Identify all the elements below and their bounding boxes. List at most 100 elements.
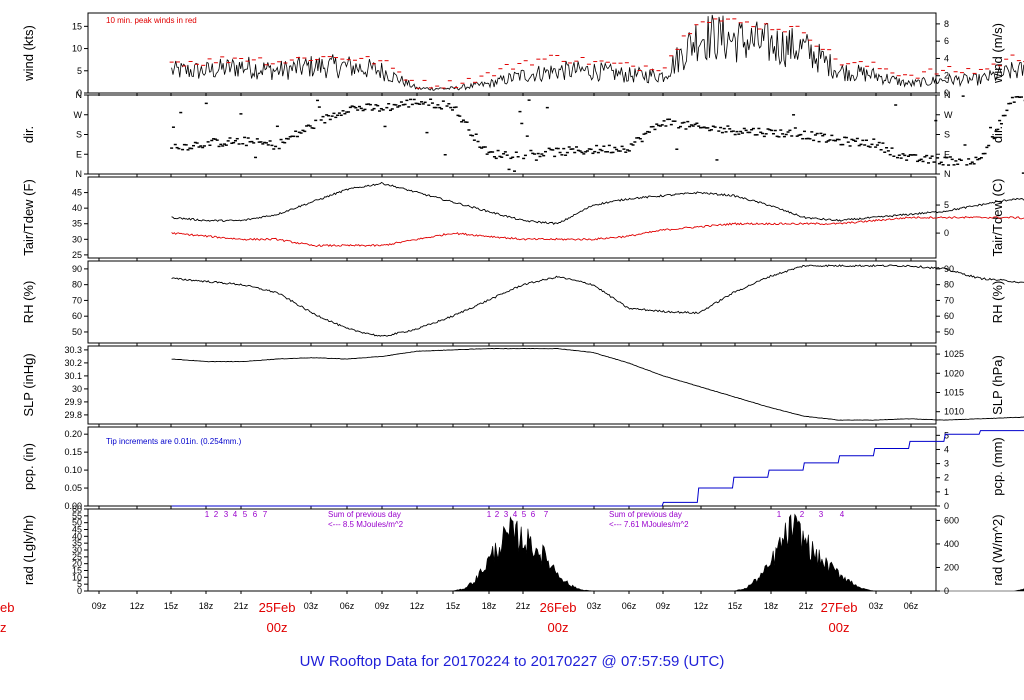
y-tick-label: 25 (72, 250, 82, 260)
y-tick-label-right: 80 (944, 280, 954, 290)
chart-title: UW Rooftop Data for 20170224 to 20170227… (300, 653, 725, 670)
panel-frame (87, 345, 937, 425)
y-tick-label: 0 (77, 88, 82, 98)
hour-marker: 5 (522, 510, 527, 519)
hour-marker: 1 (777, 510, 782, 519)
x-tick-label: 18z (199, 601, 214, 611)
y-tick-label: 0.00 (64, 501, 82, 511)
y-tick-label-right: 4 (944, 53, 949, 63)
y-tick-label: 0.10 (64, 465, 82, 475)
day-label: 26Feb (540, 600, 577, 615)
y-tick-label: 80 (72, 280, 82, 290)
rad-sum-note: Sum of previous day (328, 510, 401, 519)
hour-marker: 4 (513, 510, 518, 519)
y-tick-label-right: 0 (944, 228, 949, 238)
panel-pcp: pcp. (in) pcp. (mm) 0.00 0.05 0.10 0.15 0.20 0 1… (21, 426, 1024, 511)
y-tick-label: 5 (77, 579, 82, 589)
y-tick-label-right: 1025 (944, 349, 964, 359)
y-tick-label-right: W (944, 110, 953, 120)
y-tick-label: 20 (72, 559, 82, 569)
y-tick-label: 5 (77, 66, 82, 76)
hour-marker: 2 (214, 510, 219, 519)
y-tick-label: 40 (72, 531, 82, 541)
y-tick-label-right: 0 (944, 88, 949, 98)
y-tick-label: 25 (72, 552, 82, 562)
y-tick-label: 0.20 (64, 429, 82, 439)
edge-hour-label: z (0, 620, 7, 635)
y-tick-label-right: 200 (944, 562, 959, 572)
hour-marker: 3 (224, 510, 229, 519)
panel-frame (87, 260, 937, 344)
y-tick-label-right: 1015 (944, 387, 964, 397)
y-tick-label: 15 (72, 566, 82, 576)
y-tick-label: 30.2 (64, 358, 82, 368)
hour-marker: 2 (495, 510, 500, 519)
hour-marker: 6 (253, 510, 258, 519)
y-axis-label-right: dir. (990, 126, 1005, 143)
peak-wind-note: 10 min. peak winds in red (106, 16, 197, 25)
hour-marker: 7 (263, 510, 268, 519)
y-tick-label: 30.1 (64, 371, 82, 381)
y-tick-label-right: 2 (944, 473, 949, 483)
hour-marker: 2 (800, 510, 805, 519)
y-tick-label: 10 (72, 44, 82, 54)
x-tick-label: 03z (869, 601, 884, 611)
x-tick-label: 09z (375, 601, 390, 611)
y-axis-label-right: wind (m/s) (990, 23, 1005, 84)
x-axis: 09z 12z 15z 18z 21z 03z 06z 09z 12z 15z 18z 21z 03z 0… (0, 600, 919, 635)
hour-marker: 6 (531, 510, 536, 519)
y-tick-label: 50 (72, 327, 82, 337)
y-tick-label: 55 (72, 511, 82, 521)
x-tick-label: 15z (164, 601, 179, 611)
y-tick-label: 70 (72, 295, 82, 305)
day-hour-label: 00z (267, 620, 288, 635)
y-tick-label: 40 (72, 203, 82, 213)
x-tick-label: 12z (410, 601, 425, 611)
y-tick-label-right: 1 (944, 487, 949, 497)
y-tick-label: 30 (72, 384, 82, 394)
x-tick-label: 15z (446, 601, 461, 611)
x-tick-label: 03z (304, 601, 319, 611)
y-tick-label-right: S (944, 130, 950, 140)
x-tick-label: 18z (482, 601, 497, 611)
y-tick-label-right: 1010 (944, 407, 964, 417)
series-tair (171, 181, 1024, 226)
edge-day-label: eb (0, 600, 14, 615)
series-precip (171, 430, 1024, 507)
y-axis-label-right: pcp. (mm) (990, 437, 1005, 496)
y-axis-label: RH (%) (21, 281, 36, 324)
y-tick-label: S (76, 130, 82, 140)
y-tick-label-right: 8 (944, 19, 949, 29)
x-tick-label: 12z (130, 601, 145, 611)
y-axis-label: dir. (21, 126, 36, 143)
y-tick-label: 45 (72, 525, 82, 535)
y-axis-label: pcp. (in) (21, 443, 36, 490)
y-tick-label: 29.8 (64, 410, 82, 420)
y-tick-label: 30 (72, 234, 82, 244)
y-tick-label-right: N (944, 90, 951, 100)
y-tick-label-right: 1020 (944, 368, 964, 378)
y-tick-label: 0.05 (64, 483, 82, 493)
day-label: 25Feb (259, 600, 296, 615)
hour-marker: 3 (504, 510, 509, 519)
y-tick-label-right: 50 (944, 327, 954, 337)
y-tick-label: 50 (72, 518, 82, 528)
x-tick-label: 12z (694, 601, 709, 611)
panel-slp: SLP (inHg) SLP (hPa) 29.8 29.9 30 30.1 30.2 30.… (21, 345, 1024, 427)
x-tick-label: 21z (799, 601, 814, 611)
series-slp (171, 347, 1024, 421)
x-tick-label: 21z (234, 601, 249, 611)
rad-sum-value: <--- 7.61 MJoules/m^2 (609, 520, 689, 529)
y-tick-label: 60 (72, 311, 82, 321)
y-axis-label: rad (Lgly/hr) (21, 515, 36, 585)
y-tick-label: 0.15 (64, 447, 82, 457)
y-axis-label-right: rad (W/m^2) (990, 514, 1005, 585)
title-group: UW Rooftop Data for 20170224 to 20170227… (300, 653, 725, 670)
y-tick-label-right: 6 (944, 36, 949, 46)
y-tick-label: E (76, 149, 82, 159)
panel-wind: wind (kts) wind (m/s) 0 5 10 15 0 2 4 6 8 10 min. p… (21, 12, 1024, 98)
y-axis-label: wind (kts) (21, 25, 36, 82)
y-tick-label-right: 70 (944, 295, 954, 305)
